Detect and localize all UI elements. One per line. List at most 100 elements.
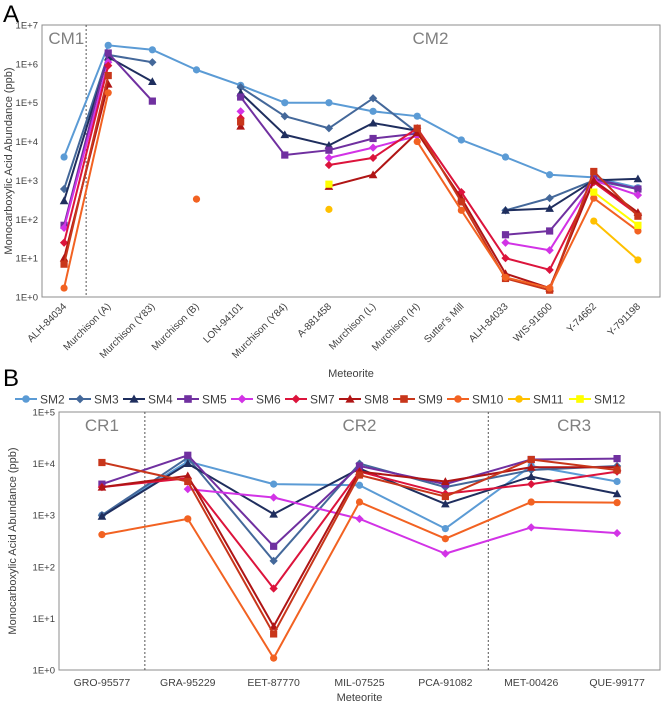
- y-axis-title: Monocarboxylic Acid Abundance (ppb): [7, 447, 19, 634]
- data-point-sm2: [441, 524, 449, 533]
- data-point-sm6: [545, 246, 554, 255]
- data-point-sm9: [184, 477, 192, 486]
- plot-area-frame: [58, 411, 661, 671]
- y-tick-label: 1E+7: [16, 21, 38, 32]
- y-tick-label: 1E+6: [16, 59, 38, 70]
- legend-label-sm5: SM5: [202, 393, 227, 407]
- group-label: CR2: [342, 416, 376, 435]
- y-tick-label: 1E+1: [16, 254, 38, 265]
- series-line-sm9: [416, 127, 639, 292]
- data-point-sm7: [236, 114, 245, 123]
- data-point-sm10: [413, 137, 421, 146]
- data-point-sm7: [324, 160, 334, 170]
- data-point-sm9: [634, 212, 642, 220]
- series-sm12: [325, 180, 642, 229]
- data-point-sm7: [501, 254, 510, 263]
- data-point-sm9: [237, 118, 245, 126]
- data-point-sm8: [368, 170, 378, 179]
- data-point-sm6: [269, 493, 278, 502]
- data-point-sm10: [546, 284, 554, 292]
- data-point-sm5: [546, 227, 554, 235]
- data-point-sm10: [192, 195, 201, 203]
- x-tick-label: A-881458: [296, 301, 335, 340]
- data-point-sm3: [324, 124, 334, 133]
- data-point-sm10: [527, 498, 535, 506]
- x-tick-label: Sutter's Mill: [422, 301, 466, 345]
- legend-marker-sm10: [454, 395, 462, 403]
- data-point-sm2: [457, 136, 465, 144]
- group-label: CR1: [85, 416, 119, 435]
- legend-label-sm10: SM10: [472, 393, 504, 407]
- y-axis-title: Monocarboxylic Acid Abundance (ppb): [3, 67, 15, 254]
- data-point-sm3: [236, 83, 245, 92]
- data-point-sm3: [59, 184, 69, 194]
- data-point-sm4: [269, 509, 278, 518]
- series-line-sm7: [63, 65, 110, 243]
- legend-item-sm8: SM8: [339, 393, 389, 407]
- data-point-sm3: [545, 194, 554, 203]
- data-point-sm8: [412, 128, 422, 137]
- legend-item-sm3: SM3: [69, 393, 119, 407]
- x-tick-label: QUE-99177: [589, 677, 645, 689]
- legend-item-sm12: SM12: [569, 393, 626, 407]
- data-point-sm8: [59, 253, 69, 262]
- legend-marker-sm6: [237, 394, 247, 404]
- data-point-sm7: [527, 479, 536, 489]
- data-point-sm10: [634, 227, 642, 235]
- panel-letter: B: [3, 365, 19, 392]
- data-point-sm4: [441, 499, 450, 508]
- legend-item-sm7: SM7: [285, 393, 335, 407]
- data-point-sm4: [280, 130, 290, 139]
- data-point-sm10: [457, 206, 465, 214]
- data-point-sm7: [457, 187, 466, 197]
- data-point-sm9: [413, 124, 421, 132]
- y-tick-label: 1E+5: [16, 98, 38, 109]
- data-point-sm9: [590, 167, 598, 176]
- legend-item-sm2: SM2: [15, 393, 65, 407]
- legend-label-sm8: SM8: [364, 393, 389, 407]
- data-point-sm3: [269, 556, 278, 566]
- legend-marker-sm9: [400, 395, 408, 403]
- legend-item-sm11: SM11: [508, 393, 564, 407]
- data-point-sm9: [613, 466, 621, 474]
- legend-label-sm7: SM7: [310, 393, 335, 407]
- data-point-sm5: [281, 151, 289, 159]
- x-tick-label: Y-791198: [606, 301, 644, 339]
- series-line-sm5: [505, 177, 639, 236]
- data-point-sm6: [355, 514, 364, 523]
- data-point-sm3: [280, 112, 289, 121]
- series-sm11: [325, 205, 642, 264]
- data-point-sm10: [590, 194, 598, 202]
- y-tick-label: 1E+2: [33, 562, 55, 573]
- legend-label-sm6: SM6: [256, 393, 281, 407]
- data-point-sm9: [441, 492, 449, 501]
- legend-item-sm10: SM10: [447, 393, 504, 407]
- x-tick-label: WIS-91600: [512, 301, 555, 344]
- series-sm2: [60, 41, 642, 192]
- data-point-sm6: [612, 528, 622, 538]
- series-line-sm8: [328, 131, 639, 290]
- series-line-sm4: [505, 177, 638, 212]
- data-point-sm9: [527, 455, 535, 464]
- y-tick-label: 1E+4: [16, 137, 38, 148]
- data-point-sm2: [369, 107, 377, 115]
- series-line-sm7: [101, 470, 618, 590]
- data-point-sm5: [237, 93, 245, 101]
- series-sm4: [59, 52, 643, 214]
- legend-label-sm4: SM4: [148, 393, 173, 407]
- series-line-sm9: [63, 75, 110, 265]
- legend-marker-sm7: [291, 394, 301, 404]
- data-point-sm5: [184, 451, 192, 459]
- data-point-sm8: [441, 477, 450, 485]
- data-point-sm6: [236, 107, 245, 116]
- x-tick-label: ALH-84033: [467, 301, 511, 345]
- data-point-sm10: [613, 499, 621, 507]
- data-point-sm7: [368, 153, 378, 163]
- data-point-sm4: [148, 77, 157, 86]
- legend-label-sm9: SM9: [418, 393, 443, 407]
- data-point-sm7: [269, 584, 278, 593]
- legend-item-sm4: SM4: [123, 393, 173, 407]
- series-sm9: [98, 455, 621, 638]
- y-tick-label: 1E+4: [33, 459, 55, 470]
